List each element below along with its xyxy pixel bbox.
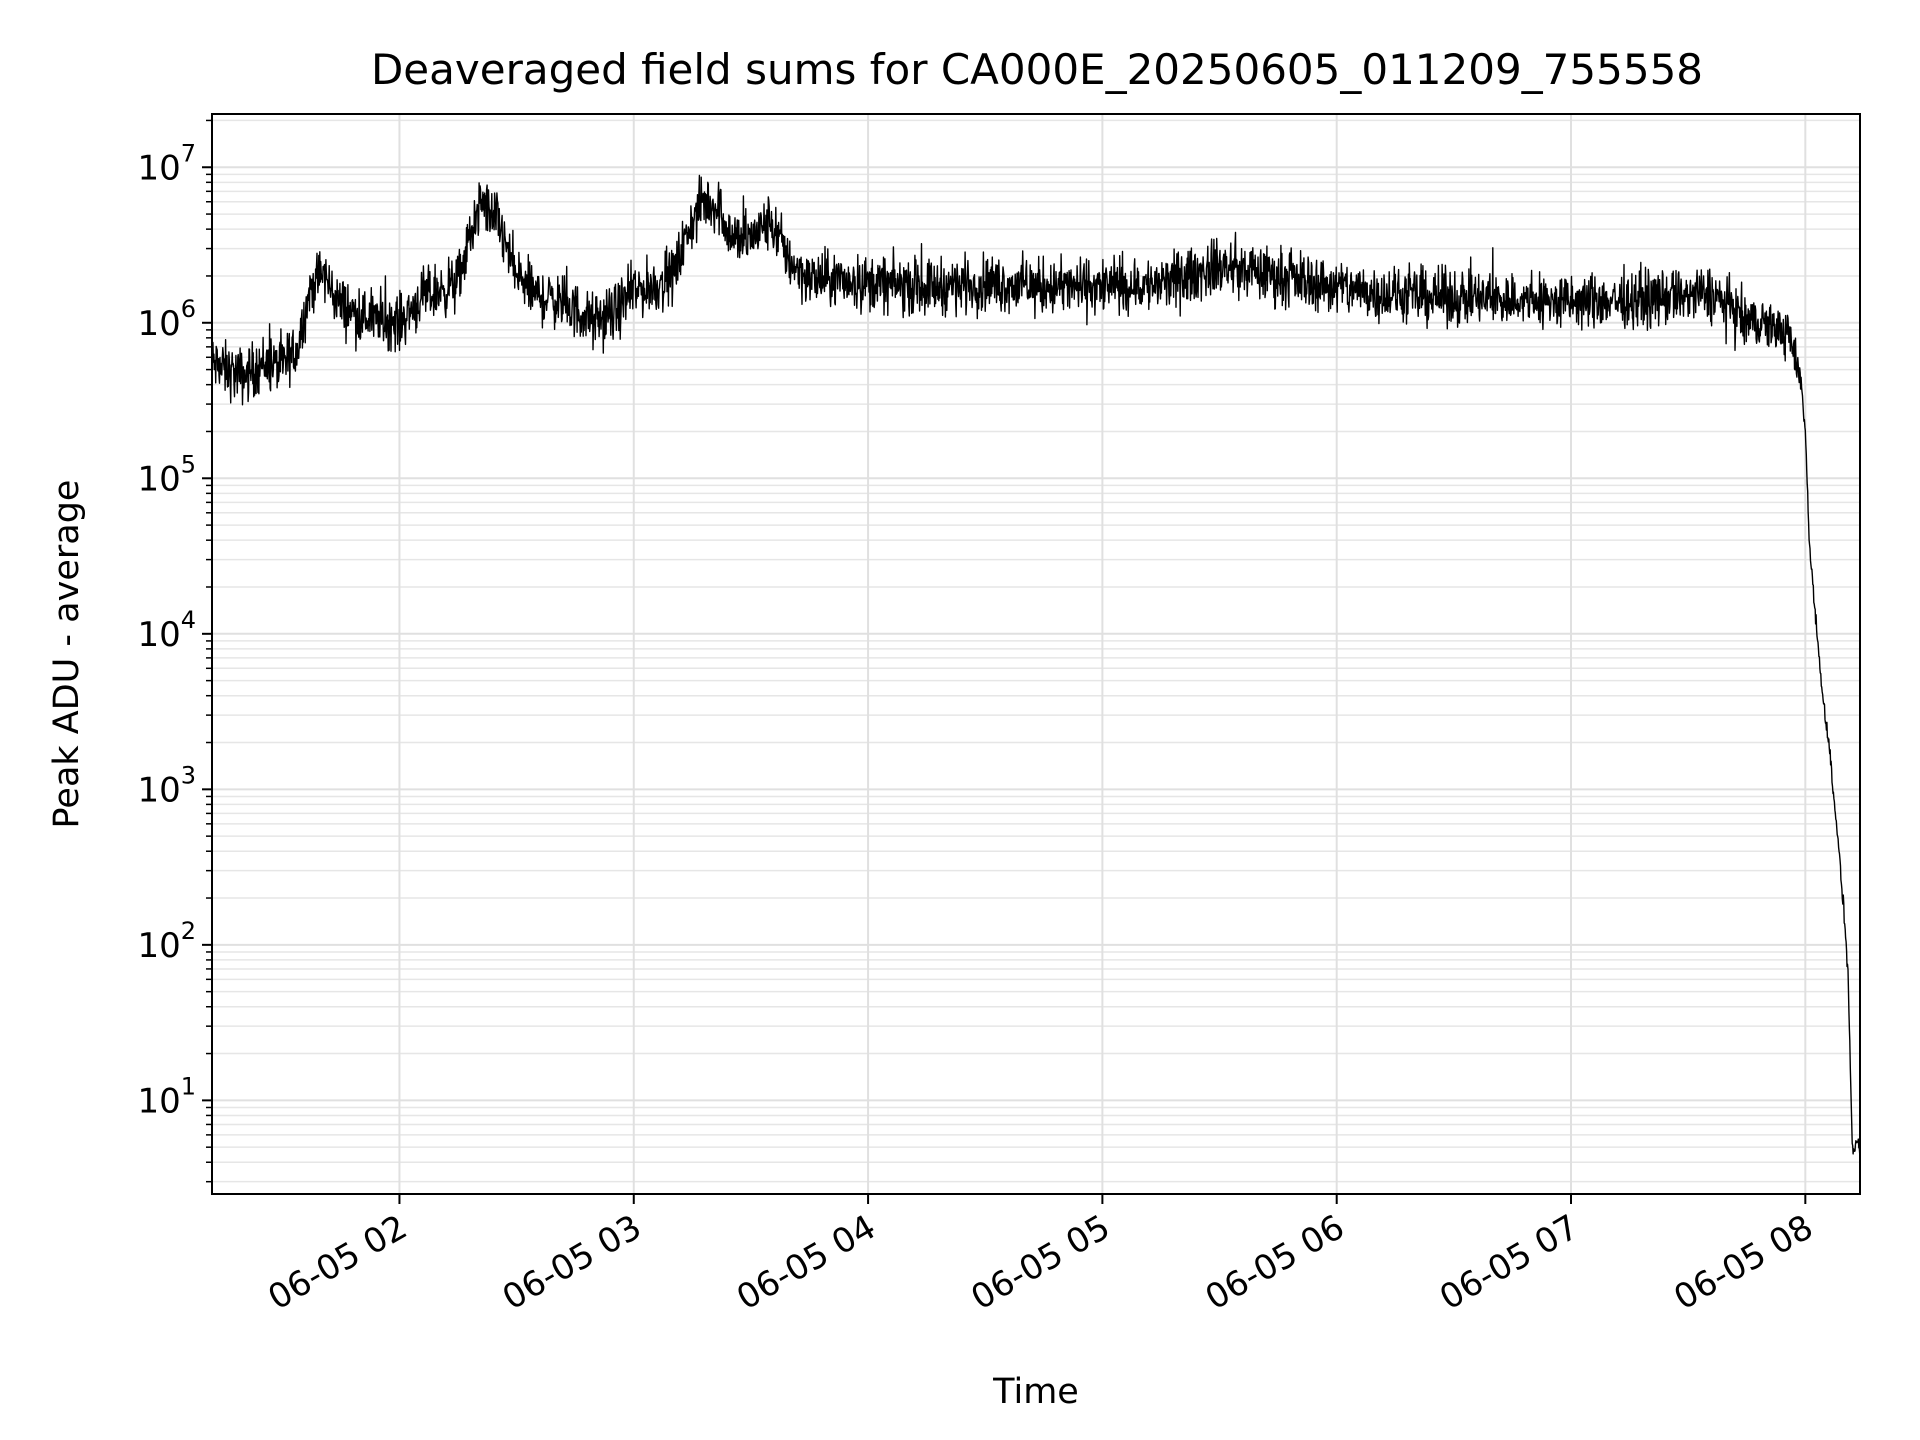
plot-frame [211, 113, 1861, 1195]
x-axis-label: Time [992, 1372, 1079, 1412]
grid [212, 114, 1860, 1194]
plot-area [212, 174, 1860, 1155]
y-tick-label: 103 [137, 761, 196, 810]
y-axis-label: Peak ADU - average [47, 480, 87, 829]
chart-title: Deaveraged field sums for CA000E_2025060… [371, 45, 1703, 94]
y-tick-label: 107 [137, 139, 196, 188]
y-tick-label: 102 [137, 917, 196, 966]
y-tick-label: 105 [137, 450, 196, 499]
series-line [212, 174, 1860, 1155]
y-tick-label: 101 [137, 1072, 196, 1121]
y-tick-label: 106 [137, 295, 196, 344]
y-tick-label: 104 [137, 606, 196, 655]
